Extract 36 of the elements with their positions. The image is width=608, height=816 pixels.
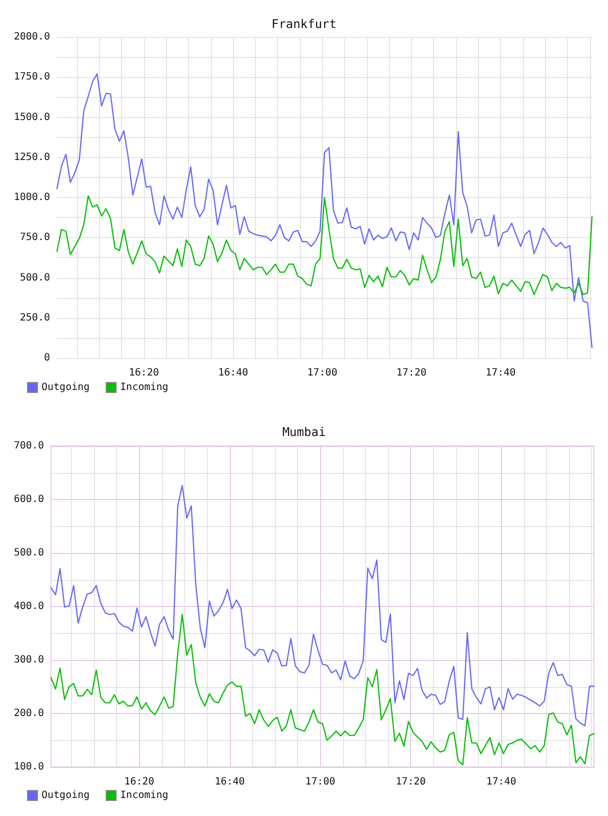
line-series (50, 484, 595, 726)
y-tick-label: 250.0 (20, 312, 50, 324)
legend-label: Incoming (120, 382, 168, 393)
x-tick-label: 17:20 (396, 776, 426, 788)
y-tick-label: 100.0 (14, 762, 44, 772)
chart-title: Mumbai (282, 425, 326, 439)
y-tick-label: 0 (44, 352, 50, 364)
y-tick-label: 600.0 (14, 494, 44, 505)
legend-label: Outgoing (42, 382, 90, 393)
y-tick-label: 500.0 (14, 548, 44, 558)
line-series (56, 73, 593, 348)
y-tick-label: 1750.0 (14, 72, 50, 83)
x-tick-label: 16:40 (218, 368, 248, 378)
legend-label: Outgoing (42, 790, 90, 801)
x-tick-label: 17:20 (396, 368, 426, 378)
y-tick-label: 2000.0 (14, 32, 50, 42)
x-tick-label: 16:20 (124, 776, 154, 788)
line-series (50, 614, 595, 766)
y-tick-label: 400.0 (14, 601, 44, 612)
y-tick-label: 750.0 (20, 232, 50, 244)
chart-title: Frankfurt (271, 17, 337, 31)
y-tick-label: 700.0 (14, 440, 44, 452)
x-tick-label: 17:00 (305, 776, 336, 788)
y-tick-label: 300.0 (14, 654, 44, 666)
x-tick-label: 17:00 (307, 368, 338, 378)
x-tick-label: 17:40 (486, 368, 516, 378)
legend-label: Incoming (120, 790, 168, 801)
y-tick-label: 1250.0 (14, 152, 50, 163)
line-series (56, 195, 593, 296)
x-tick-label: 16:40 (214, 776, 245, 788)
x-tick-label: 17:40 (486, 776, 516, 788)
y-tick-label: 1500.0 (14, 112, 50, 123)
y-tick-label: 500.0 (20, 272, 50, 284)
y-tick-label: 200.0 (14, 708, 44, 719)
x-tick-label: 16:20 (128, 368, 159, 378)
y-tick-label: 1000.0 (14, 192, 50, 203)
